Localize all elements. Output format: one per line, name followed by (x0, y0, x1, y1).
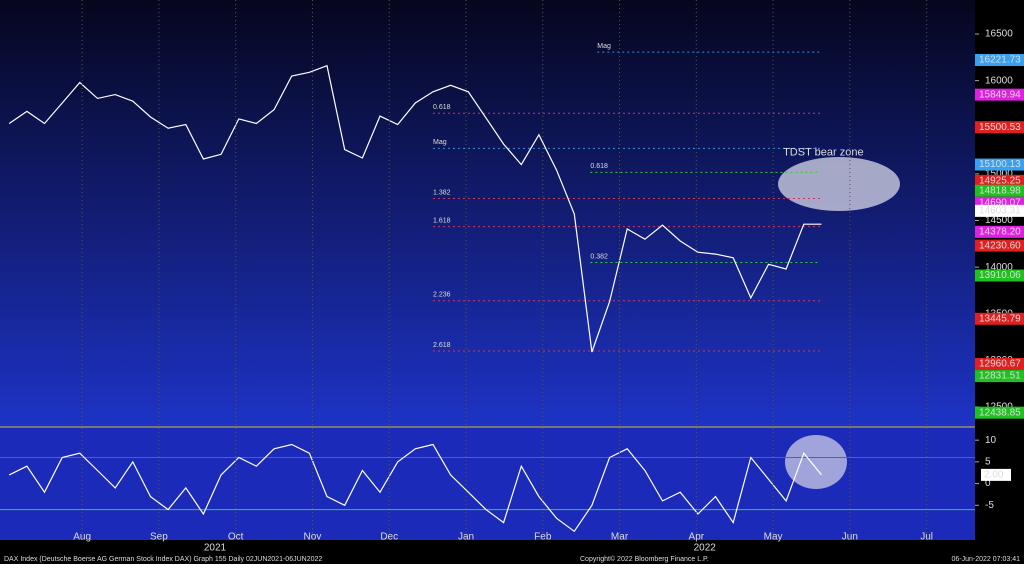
level-tag-label: 14378.20 (979, 227, 1021, 238)
level-tag-label: 15100.13 (979, 159, 1021, 170)
level-tag-label: 12438.85 (979, 407, 1021, 418)
level-tag (975, 174, 1024, 187)
level-tag-label: 12960.67 (979, 359, 1021, 370)
level-tag-label: 14230.60 (979, 240, 1021, 251)
level-label: Mag (433, 139, 447, 146)
level-tag-label: 14818.98 (979, 185, 1021, 196)
level-tag (975, 358, 1024, 371)
level-tag-label: 12831.51 (979, 371, 1021, 382)
level-tag (975, 184, 1024, 197)
y-tick-label: 5 (985, 457, 991, 468)
level-tag (975, 406, 1024, 419)
level-tag-label: 14690.07 (979, 197, 1021, 208)
level-label: 1.382 (433, 189, 451, 196)
x-tick-label: Jan (458, 532, 474, 543)
x-tick-label: Feb (534, 532, 552, 543)
x-tick-label: Nov (304, 532, 322, 543)
x-tick-label: Apr (689, 532, 705, 543)
level-label: 0.618 (590, 163, 608, 170)
series-line (8, 64, 822, 353)
x-tick-label: Mar (611, 532, 629, 543)
series-line (8, 443, 822, 533)
level-label: 0.382 (590, 253, 608, 260)
x-year-label: 2022 (694, 543, 717, 554)
footer-copyright: Copyright© 2022 Bloomberg Finance L.P. (580, 555, 709, 563)
x-tick-label: Sep (150, 532, 168, 543)
footer-timestamp: 06-Jun-2022 07:03:41 (952, 556, 1021, 563)
level-tag-label: 15500.53 (979, 122, 1021, 133)
level-tag (975, 158, 1024, 171)
y-tick-label: 14000 (985, 262, 1013, 273)
x-tick-label: Jun (842, 532, 858, 543)
price-panel (0, 0, 975, 426)
level-tag-label: 15849.94 (979, 89, 1021, 100)
last-tag (981, 468, 1011, 481)
level-label: Mag (597, 43, 611, 50)
level-label: 1.618 (433, 217, 451, 224)
level-tag (975, 121, 1024, 134)
level-label: 2.236 (433, 292, 451, 299)
x-tick-label: Dec (380, 532, 398, 543)
level-tag (975, 370, 1024, 383)
y-tick-label: 16000 (985, 75, 1013, 86)
x-tick-label: Aug (73, 532, 91, 543)
y-tick-label: 10 (985, 435, 997, 446)
level-tag (975, 53, 1024, 66)
level-tag (975, 88, 1024, 101)
zone-ellipse (785, 435, 847, 489)
level-tag (975, 269, 1024, 282)
last-tag-label: 2.00 (984, 470, 1004, 481)
level-tag-label: 14925.25 (979, 175, 1021, 186)
level-label: 0.618 (433, 104, 451, 111)
x-tick-label: Jul (920, 532, 933, 543)
y-tick-label: 16500 (985, 29, 1013, 40)
level-tag-label: 14603.31 (979, 206, 1021, 217)
footer-title: DAX Index (Deutsche Boerse AG German Sto… (4, 556, 322, 563)
y-tick-label: -5 (985, 500, 994, 511)
annotation: TDST bear zone (783, 146, 864, 158)
x-year-label: 2021 (204, 543, 227, 554)
x-tick-label: May (764, 532, 783, 543)
level-tag (975, 225, 1024, 238)
level-tag (975, 312, 1024, 325)
level-tag (975, 204, 1024, 217)
x-tick-label: Oct (228, 532, 244, 543)
level-tag (975, 239, 1024, 252)
level-tag-label: 13445.79 (979, 313, 1021, 324)
level-tag-label: 16221.73 (979, 55, 1021, 66)
y-tick-label: 0 (985, 478, 991, 489)
zone-ellipse (778, 157, 900, 211)
level-label: 2.618 (433, 342, 451, 349)
y-tick-label: 14500 (985, 215, 1013, 226)
level-tag-label: 13910.06 (979, 270, 1021, 281)
y-tick-label: 15000 (985, 169, 1013, 180)
